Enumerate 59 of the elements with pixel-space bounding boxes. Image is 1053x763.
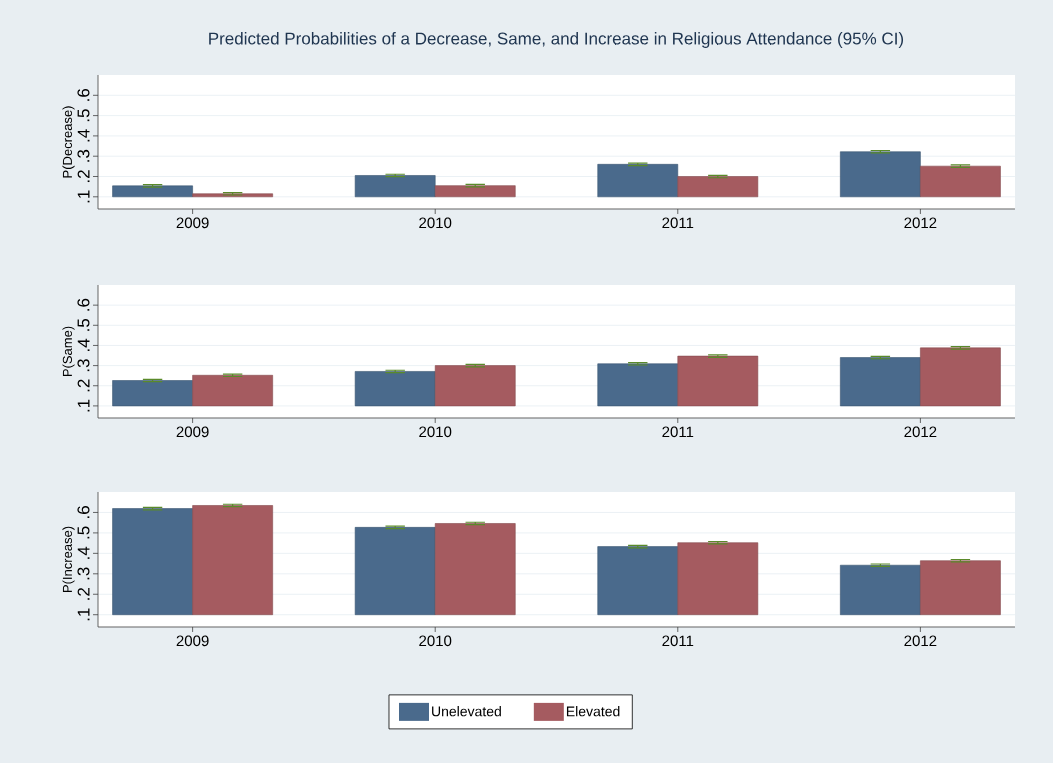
y-tick-label: .1 [77,608,90,621]
x-tick-label: 2010 [419,426,452,438]
y-tick-label: .3 [77,567,90,580]
y-tick-label: .4 [77,129,90,142]
y-tick-label: .3 [77,149,90,162]
bar [677,176,759,198]
y-tick-label: .5 [77,526,90,539]
bar [597,546,679,616]
x-tick-label: 2012 [904,635,937,647]
bar [920,560,1001,616]
y-tick-label: .6 [77,88,90,101]
bar [354,175,436,198]
y-axis-title: P(Decrease) [62,106,75,178]
y-tick-label: .6 [77,298,90,311]
bar [677,355,759,407]
y-tick-label: .5 [77,318,90,331]
y-axis-title: P(Same) [62,326,75,377]
bar [434,185,516,198]
y-tick-label: .2 [77,170,90,183]
bar [192,505,273,616]
x-tick-label: 2009 [176,217,209,229]
y-tick-label: .2 [77,588,90,600]
x-tick-label: 2010 [419,635,452,647]
bar [840,357,921,407]
bar [677,542,759,616]
x-tick-label: 2011 [662,426,694,438]
bar [597,363,679,407]
y-tick-label: .6 [77,506,90,518]
x-tick-label: 2012 [904,426,937,438]
bar [192,374,273,407]
bar [112,185,193,198]
x-tick-label: 2011 [662,635,694,647]
bar [354,527,436,616]
y-tick-label: .1 [77,399,90,412]
bar [840,151,921,198]
y-tick-label: .3 [77,359,90,372]
x-tick-label: 2012 [904,217,937,229]
bar [920,347,1001,407]
x-tick-label: 2010 [419,217,452,229]
y-tick-label: .1 [77,190,90,203]
y-tick-label: .4 [77,338,90,351]
x-tick-label: 2009 [176,426,209,438]
legend-label: Unelevated [432,706,501,717]
x-tick-label: 2011 [662,217,694,229]
bar [840,564,921,616]
bar [112,380,193,407]
y-tick-label: .2 [77,379,90,392]
y-tick-label: .5 [77,109,90,122]
bar [920,165,1001,198]
bar [112,508,193,616]
y-tick-label: .4 [77,546,90,559]
y-axis-title: P(Increase) [62,526,75,593]
bar [597,164,679,198]
legend-label: Elevated [566,706,620,717]
chart-title: Predicted Probabilities of a Decrease, Same, and Increase in Religious Attendance (95% CI) [209,32,904,48]
x-tick-label: 2009 [176,635,209,647]
bar [434,365,516,407]
bar [354,371,436,407]
bar [434,523,516,616]
